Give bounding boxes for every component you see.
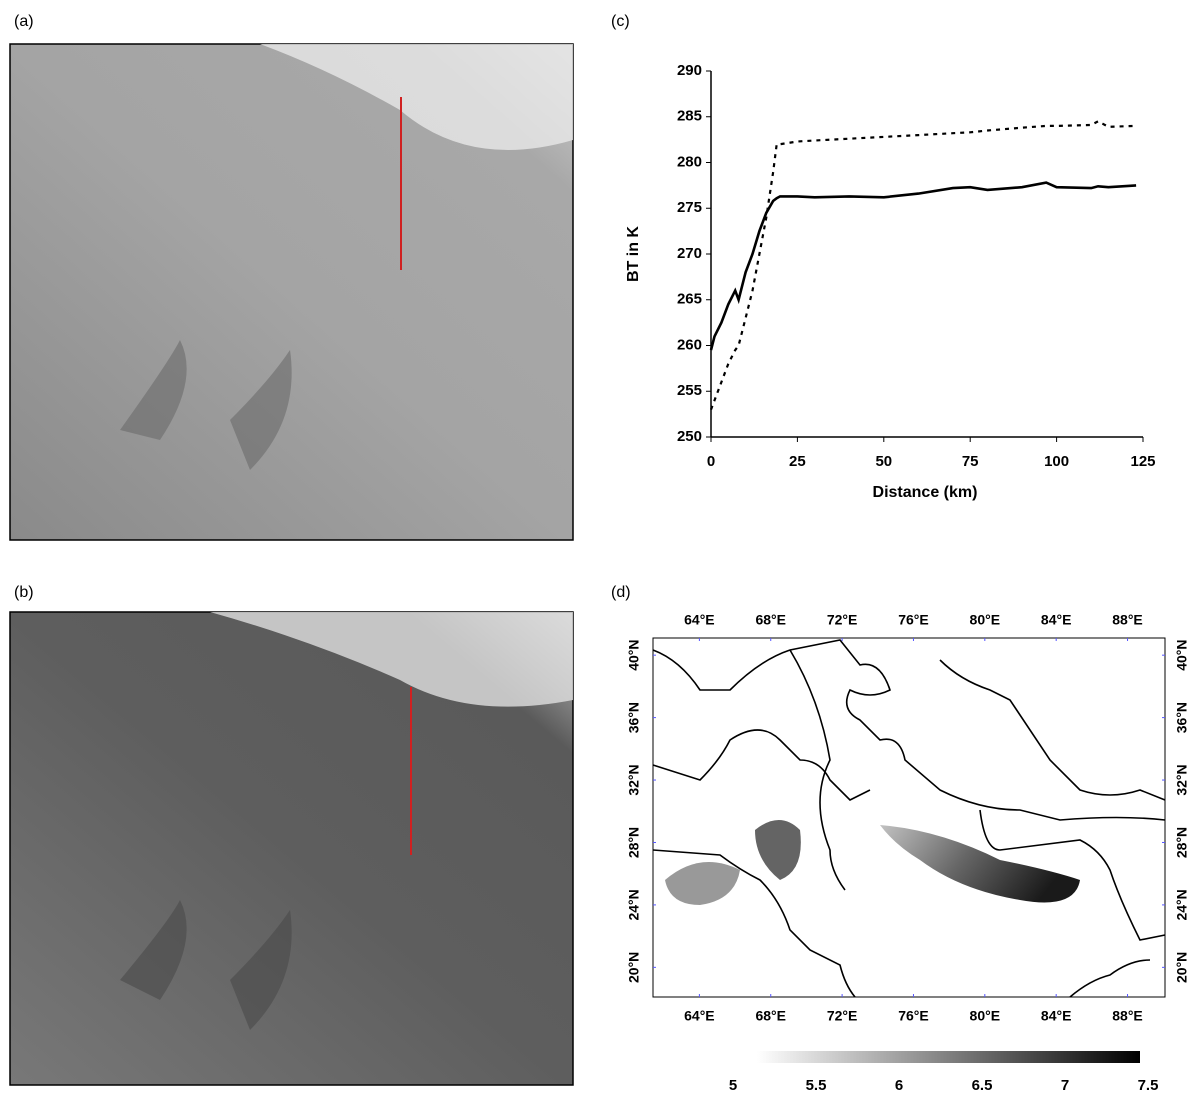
lon-label-top: 72°E (827, 612, 858, 628)
y-axis-label: BT in K (625, 226, 642, 282)
lat-label-left: 20°N (626, 952, 642, 983)
map-border (652, 637, 1166, 998)
lat-label-right: 20°N (1174, 952, 1190, 983)
y-tick-label: 285 (677, 108, 702, 125)
x-axis-label: Distance (km) (873, 484, 978, 501)
lon-label-bottom: 76°E (898, 1008, 929, 1024)
lon-label-bottom: 68°E (755, 1008, 786, 1024)
y-tick-label: 265 (677, 291, 702, 308)
lat-label-right: 36°N (1174, 702, 1190, 733)
colorbar-tick-label: 5.5 (806, 1077, 827, 1094)
lat-label-left: 24°N (626, 889, 642, 920)
lon-label-top: 76°E (898, 612, 929, 628)
data-line (709, 181, 1137, 351)
lon-label-bottom: 80°E (970, 1008, 1001, 1024)
x-tick-label: 125 (1130, 453, 1155, 470)
lon-label-top: 64°E (684, 612, 715, 628)
panel-label: (d) (611, 584, 631, 601)
lat-label-right: 24°N (1174, 889, 1190, 920)
x-tick-label: 100 (1044, 453, 1069, 470)
lat-label-left: 36°N (626, 702, 642, 733)
colorbar-tick-label: 5 (729, 1077, 737, 1094)
lat-label-left: 28°N (626, 827, 642, 858)
x-tick-label: 50 (875, 453, 892, 470)
colorbar (757, 1051, 1140, 1063)
colorbar-tick-label: 6 (895, 1077, 903, 1094)
lon-label-top: 68°E (755, 612, 786, 628)
lon-label-bottom: 72°E (827, 1008, 858, 1024)
x-tick-label: 75 (962, 453, 979, 470)
lat-label-right: 32°N (1174, 764, 1190, 795)
satellite-image-b (9, 611, 574, 1086)
lon-label-top: 80°E (970, 612, 1001, 628)
colorbar-tick-label: 7 (1061, 1077, 1069, 1094)
x-tick-label: 0 (707, 453, 715, 470)
y-tick-label: 270 (677, 245, 702, 262)
lat-label-left: 32°N (626, 764, 642, 795)
colorbar-tick-label: 7.5 (1138, 1077, 1159, 1094)
lat-label-right: 40°N (1174, 640, 1190, 671)
data-line (709, 120, 1137, 410)
lat-label-right: 28°N (1174, 827, 1190, 858)
y-tick-label: 250 (677, 428, 702, 445)
lon-label-bottom: 84°E (1041, 1008, 1072, 1024)
x-tick-label: 25 (789, 453, 806, 470)
colorbar-tick-label: 6.5 (972, 1077, 993, 1094)
lon-label-top: 88°E (1112, 612, 1143, 628)
y-tick-label: 260 (677, 336, 702, 353)
lon-label-top: 84°E (1041, 612, 1072, 628)
y-tick-label: 255 (677, 382, 702, 399)
satellite-image-a (9, 43, 574, 541)
panel-label: (c) (611, 13, 630, 30)
panel-label: (a) (14, 13, 34, 30)
map-frame (652, 637, 1166, 998)
lon-label-bottom: 64°E (684, 1008, 715, 1024)
panel-label: (b) (14, 584, 34, 601)
y-tick-label: 290 (677, 62, 702, 79)
lon-label-bottom: 88°E (1112, 1008, 1143, 1024)
y-tick-label: 280 (677, 153, 702, 170)
y-tick-label: 275 (677, 199, 702, 216)
lat-label-left: 40°N (626, 640, 642, 671)
